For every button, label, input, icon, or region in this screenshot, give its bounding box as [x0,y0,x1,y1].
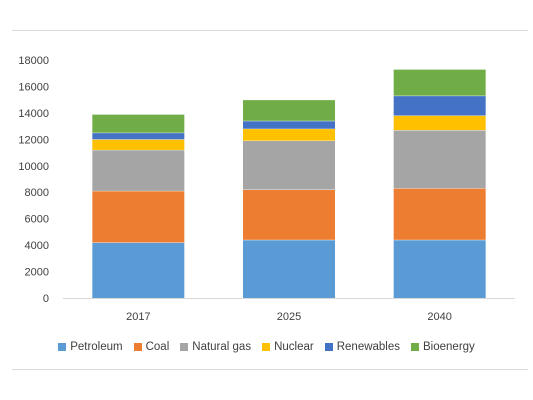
x-tick-label: 2040 [427,311,451,323]
bar-nuclear-2017 [92,139,185,150]
legend-item: Natural gas [180,341,251,353]
bar-nuclear-2040 [393,115,486,131]
y-tick-label: 0 [43,293,49,305]
bar-bioenergy-2025 [243,99,335,121]
bar-natural-gas-2017 [92,149,185,191]
bar-bioenergy-2040 [393,69,486,96]
legend-label: Bioenergy [423,341,475,353]
bar-stacks [92,68,486,298]
legend-swatch [324,343,333,351]
bar-coal-2025 [243,189,335,240]
legend-label: Natural gas [192,341,252,353]
legend-item: Petroleum [58,341,123,353]
bar-nuclear-2025 [243,128,335,141]
bar-natural-gas-2025 [243,140,335,190]
bar-renewables-2040 [393,95,486,116]
bar-coal-2017 [92,190,185,243]
bar-renewables-2017 [92,132,185,140]
bar-coal-2040 [393,188,486,240]
y-tick-label: 12000 [18,134,49,146]
y-tick-label: 4000 [25,240,49,252]
legend-swatch [262,343,271,351]
y-tick-label: 16000 [18,81,49,93]
legend-item: Nuclear [262,341,314,353]
legend-item: Bioenergy [411,341,475,353]
legend-item: Renewables [324,341,401,353]
legend-label: Coal [145,341,170,353]
y-axis: 0 2000 4000 6000 8000 10000 12000 14000 16000 180… [18,55,49,305]
y-tick-label: 14000 [18,108,49,120]
bar-petroleum-2025 [243,239,335,298]
x-tick-label: 2017 [126,311,150,323]
legend-label: Petroleum [70,341,123,353]
x-tick-label: 2025 [277,311,301,323]
legend-swatch [180,343,189,351]
legend-label: Nuclear [274,341,314,353]
y-tick-label: 10000 [18,161,49,173]
chart-frame [12,30,528,370]
legend-swatch [58,343,67,351]
bar-petroleum-2040 [393,239,486,298]
y-tick-label: 6000 [25,214,49,226]
y-tick-label: 2000 [25,267,49,279]
y-tick-label: 8000 [25,187,49,199]
legend: Petroleum Coal Natural gas Nuclear Renewable… [0,339,533,355]
legend-swatch [133,343,142,351]
bar-renewables-2025 [243,120,335,129]
y-tick-label: 18000 [18,55,49,67]
bar-petroleum-2017 [92,242,185,298]
bar-natural-gas-2040 [393,130,486,189]
legend-label: Renewables [336,341,401,353]
bar-bioenergy-2017 [92,114,185,133]
legend-swatch [411,343,420,351]
x-axis: 2017 2025 2040 [126,311,452,323]
legend-item: Coal [133,341,170,353]
